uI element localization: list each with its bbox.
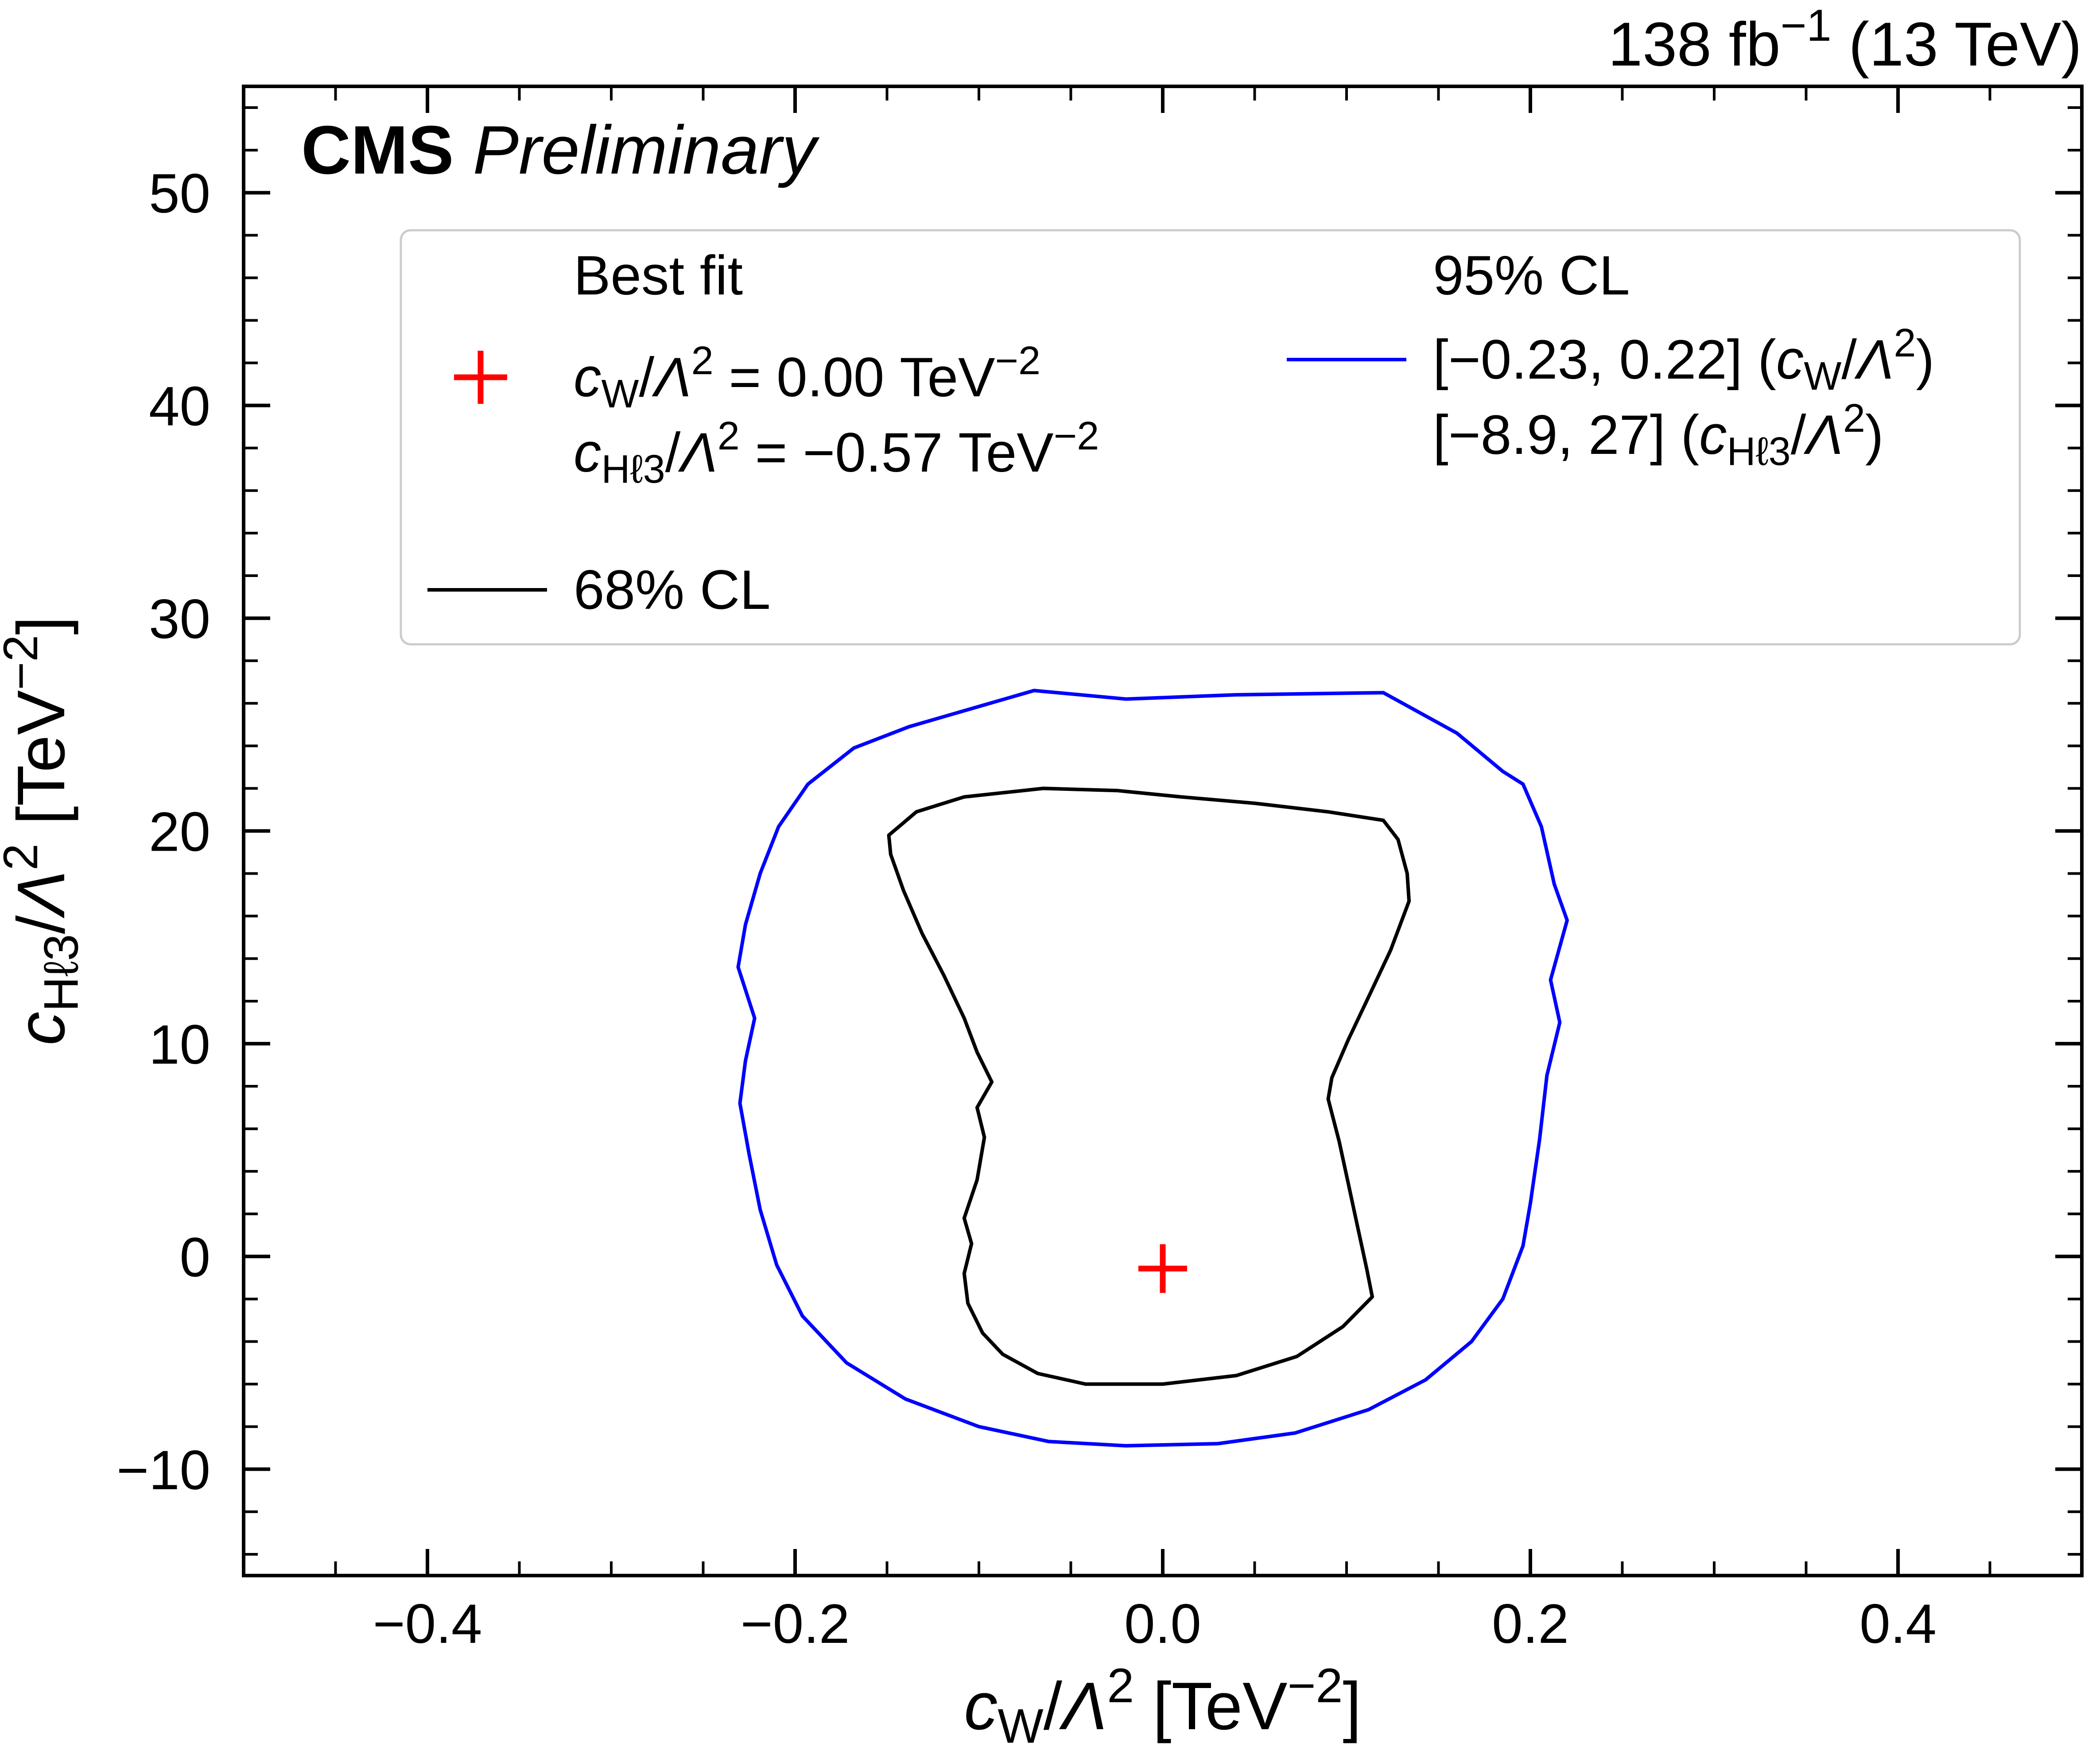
y-tick-label: 40 — [149, 376, 210, 438]
cms-preliminary-label: CMS Preliminary — [301, 112, 820, 188]
axes: −0.4 −0.2 0.0 0.2 0.4 −10 0 10 20 30 40 50 — [116, 86, 2082, 1655]
contour-95-cl — [736, 689, 1569, 1448]
y-axis-title: cHℓ3/Λ2 [TeV−2] — [0, 616, 88, 1045]
best-fit-legend-marker — [454, 351, 507, 404]
legend-68-label: 68% CL — [574, 559, 771, 621]
lumi-label: 138 fb−1 (13 TeV) — [1608, 1, 2082, 79]
legend-95-title: 95% CL — [1433, 245, 1630, 306]
legend-best-fit-line1: cW/Λ2 = 0.00 TeV−2 — [574, 339, 1040, 416]
legend-best-fit-title: Best fit — [574, 245, 743, 306]
y-tick-label: 50 — [149, 163, 210, 225]
contours — [736, 689, 1569, 1448]
y-tick-label: 10 — [149, 1014, 210, 1076]
x-tick-label: 0.0 — [1124, 1593, 1201, 1655]
y-tick-label: −10 — [116, 1440, 210, 1501]
x-tick-label: 0.2 — [1492, 1593, 1569, 1655]
x-tick-label: −0.4 — [373, 1593, 482, 1655]
legend: Best fit cW/Λ2 = 0.00 TeV−2 cHℓ3/Λ2 = −0… — [400, 229, 2021, 646]
contour-68-cl — [887, 786, 1411, 1386]
legend-95-line1: [−0.23, 0.22] (cW/Λ2) — [1433, 321, 1934, 399]
x-tick-label: −0.2 — [741, 1593, 850, 1655]
legend-95-line2: [−8.9, 27] (cHℓ3/Λ2) — [1433, 396, 1884, 474]
legend-best-fit-line2: cHℓ3/Λ2 = −0.57 TeV−2 — [574, 414, 1099, 492]
best-fit-marker — [1138, 1244, 1187, 1293]
y-tick-label: 30 — [149, 589, 210, 650]
y-tick-label: 20 — [149, 802, 210, 863]
x-axis-title: cW/Λ2 [TeV−2] — [964, 1659, 1361, 1753]
x-tick-label: 0.4 — [1859, 1593, 1937, 1655]
y-tick-label: 0 — [179, 1227, 210, 1288]
legend-box — [400, 229, 2021, 646]
